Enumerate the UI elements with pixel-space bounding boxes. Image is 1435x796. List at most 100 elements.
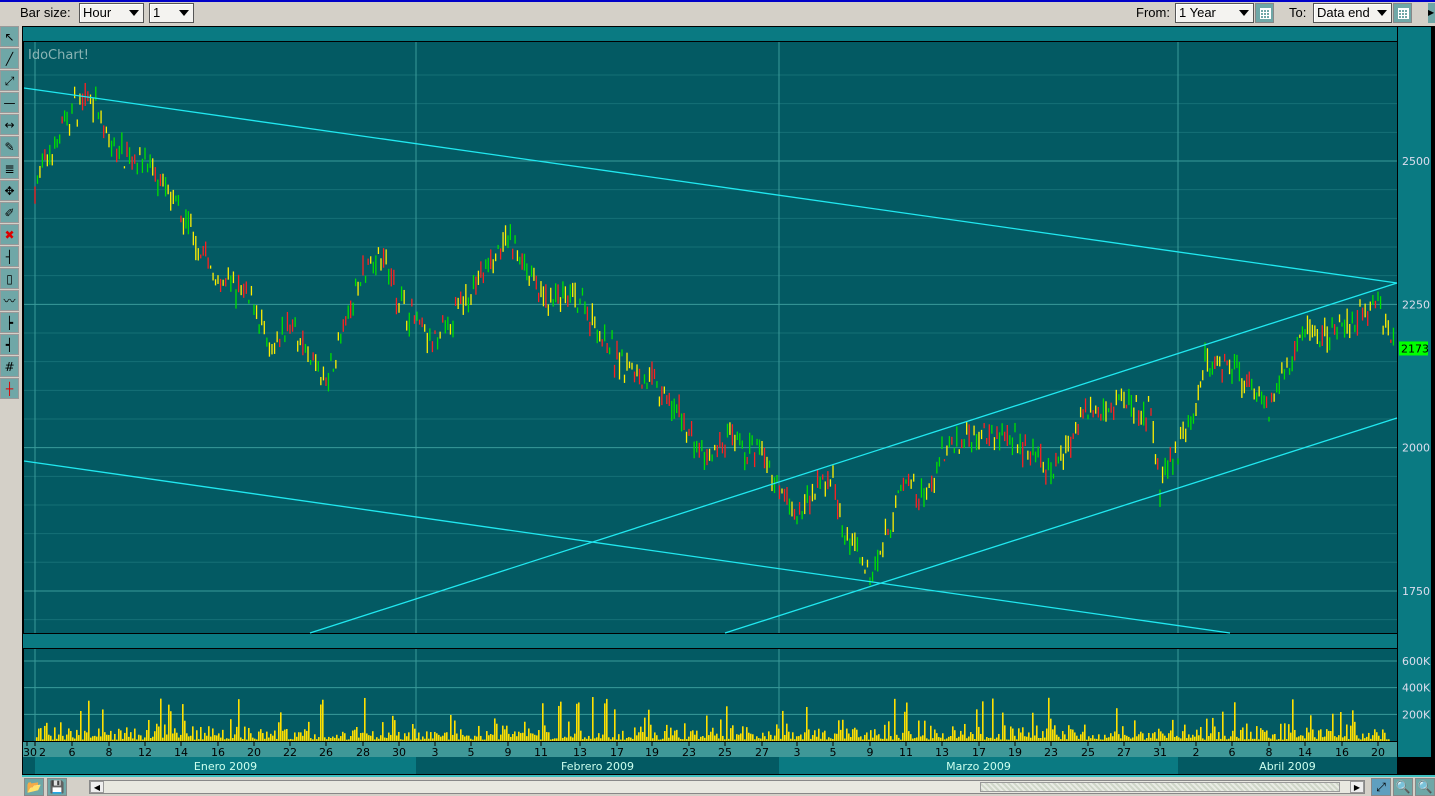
volume-bar bbox=[806, 706, 808, 741]
volume-bar bbox=[230, 719, 232, 741]
horizontal-scrollbar[interactable]: ◀ ▶ bbox=[89, 780, 1365, 794]
scrollbar-thumb[interactable] bbox=[980, 782, 1340, 792]
grid-icon[interactable]: # bbox=[0, 356, 19, 377]
volume-bar bbox=[1342, 737, 1344, 741]
volume-bar bbox=[132, 738, 134, 741]
date-tick-label: 3 bbox=[432, 746, 439, 759]
pencil-icon[interactable]: ✎ bbox=[0, 136, 19, 157]
volume-bar bbox=[418, 732, 420, 741]
measure-icon[interactable]: ↔ bbox=[0, 114, 19, 135]
volume-bar bbox=[858, 737, 860, 741]
date-tick-label: 14 bbox=[1298, 746, 1312, 759]
volume-bar bbox=[442, 735, 444, 741]
volume-bar bbox=[618, 734, 620, 741]
volume-bar bbox=[1136, 736, 1138, 741]
volume-bar bbox=[750, 733, 752, 741]
volume-bar bbox=[822, 732, 824, 741]
volume-bar bbox=[554, 738, 556, 741]
volume-bar bbox=[958, 736, 960, 741]
volume-bar bbox=[998, 733, 1000, 741]
volume-bar bbox=[672, 735, 674, 741]
bar-size-select[interactable]: Hour bbox=[79, 3, 144, 23]
volume-bar bbox=[456, 733, 458, 741]
horizontal-line-icon[interactable]: — bbox=[0, 92, 19, 113]
open-icon[interactable]: 📂 bbox=[24, 778, 44, 796]
volume-bar bbox=[196, 730, 198, 741]
watermark-logo: IdoChart! bbox=[28, 48, 89, 63]
volume-bar bbox=[502, 725, 504, 741]
move-icon[interactable]: ✥ bbox=[0, 180, 19, 201]
volume-bar bbox=[956, 738, 958, 741]
volume-bar bbox=[996, 737, 998, 741]
scroll-left-icon[interactable]: ◀ bbox=[90, 781, 104, 793]
volume-bar bbox=[238, 699, 240, 741]
fibonacci-icon[interactable]: ≣ bbox=[0, 158, 19, 179]
volume-bar bbox=[616, 739, 618, 741]
left-scale-icon[interactable]: ┝ bbox=[0, 312, 19, 333]
bar-type-icon[interactable]: ┤ bbox=[0, 246, 19, 267]
pointer-icon[interactable]: ↖ bbox=[0, 26, 19, 47]
volume-bar bbox=[668, 737, 670, 741]
crosshair-icon[interactable]: ┼ bbox=[0, 378, 19, 399]
volume-bar bbox=[686, 739, 688, 741]
volume-bar bbox=[282, 730, 284, 741]
volume-bar bbox=[1226, 739, 1228, 741]
from-select[interactable]: 1 Year bbox=[1175, 3, 1254, 23]
volume-bar bbox=[118, 728, 120, 741]
date-tick-label: 20 bbox=[247, 746, 261, 759]
segment-icon[interactable]: ⤢ bbox=[0, 70, 19, 91]
candle-type-icon[interactable]: ▯ bbox=[0, 268, 19, 289]
bar-count-select[interactable]: 1 bbox=[149, 3, 194, 23]
line-type-icon[interactable]: 〰 bbox=[0, 290, 19, 311]
volume-bar bbox=[1374, 729, 1376, 741]
volume-bar bbox=[680, 738, 682, 741]
volume-bar bbox=[214, 735, 216, 741]
right-scale-icon[interactable]: ┥ bbox=[0, 334, 19, 355]
volume-bar bbox=[840, 729, 842, 741]
date-tick-label: 8 bbox=[106, 746, 113, 759]
edit-icon[interactable]: ✐ bbox=[0, 202, 19, 223]
volume-bar bbox=[844, 738, 846, 741]
volume-bar bbox=[508, 733, 510, 741]
save-icon[interactable]: 💾 bbox=[47, 778, 67, 796]
volume-bar bbox=[368, 735, 370, 741]
volume-bar bbox=[938, 737, 940, 741]
volume-bar bbox=[1052, 729, 1054, 741]
price-chart[interactable]: 30 2 6 8 12 14 16 20 22 26 28 30 3 5 9 11 13 17 19 23 25 27 3 5… bbox=[22, 26, 1435, 775]
volume-bar bbox=[1044, 737, 1046, 741]
volume-bar bbox=[398, 731, 400, 741]
volume-bar bbox=[1074, 732, 1076, 741]
volume-bar bbox=[1152, 733, 1154, 741]
date-tick-label: 16 bbox=[1335, 746, 1349, 759]
volume-bar bbox=[1132, 737, 1134, 741]
volume-bar bbox=[558, 705, 560, 741]
zoom-in-icon[interactable]: 🔍 bbox=[1393, 778, 1413, 796]
volume-bar bbox=[1122, 726, 1124, 741]
to-select[interactable]: Data end bbox=[1313, 3, 1392, 23]
volume-bar bbox=[144, 737, 146, 741]
zoom-out-icon[interactable]: 🔍 bbox=[1415, 778, 1435, 796]
toolbar-overflow-arrow-icon[interactable]: ▶ bbox=[1428, 3, 1435, 23]
volume-bar bbox=[38, 728, 40, 741]
volume-bar bbox=[76, 729, 78, 741]
volume-bar bbox=[160, 698, 162, 741]
volume-bar bbox=[396, 735, 398, 741]
volume-bar bbox=[482, 739, 484, 741]
volume-bar bbox=[908, 731, 910, 741]
volume-bar bbox=[1148, 732, 1150, 741]
date-tick-label: 28 bbox=[356, 746, 370, 759]
volume-bar bbox=[354, 729, 356, 741]
fit-all-icon[interactable]: ⤢ bbox=[1371, 778, 1391, 796]
from-calendar-icon[interactable] bbox=[1255, 3, 1274, 23]
scroll-right-icon[interactable]: ▶ bbox=[1350, 781, 1364, 793]
to-calendar-icon[interactable] bbox=[1393, 3, 1412, 23]
volume-bar bbox=[1384, 732, 1386, 741]
volume-bar bbox=[1196, 729, 1198, 741]
volume-bar bbox=[754, 739, 756, 741]
volume-bar bbox=[1026, 736, 1028, 741]
volume-bar bbox=[106, 734, 108, 741]
delete-icon[interactable]: ✖ bbox=[0, 224, 19, 245]
volume-bar bbox=[1304, 738, 1306, 741]
volume-bar bbox=[674, 730, 676, 741]
line-icon[interactable]: ╱ bbox=[0, 48, 19, 69]
